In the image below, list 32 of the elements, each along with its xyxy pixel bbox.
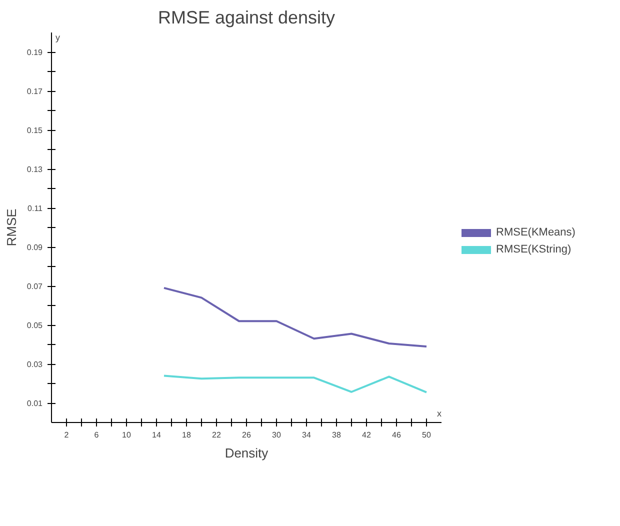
- y-tick-label: 0.09: [26, 243, 44, 252]
- chart-title: RMSE against density: [158, 8, 336, 28]
- y-tick-label: 0.03: [26, 360, 44, 369]
- x-tick-label: 42: [362, 430, 372, 440]
- y-tick-label: 0.05: [26, 321, 44, 330]
- annotation: x: [437, 408, 442, 418]
- legend-label: RMSE(KMeans): [496, 226, 576, 238]
- x-tick-label: 46: [392, 430, 402, 440]
- y-axis-title: RMSE: [4, 208, 19, 246]
- annotation: y: [56, 32, 60, 42]
- x-axis-title: Density: [224, 446, 269, 460]
- y-tick-label: 0.01: [26, 399, 44, 408]
- y-tick-label: 0.07: [26, 282, 44, 291]
- y-tick-label: 0.19: [26, 48, 44, 57]
- x-tick-label: 30: [272, 430, 282, 440]
- x-tick-label: 38: [332, 430, 342, 440]
- line-series: [163, 286, 428, 348]
- x-tick-label: 50: [422, 430, 432, 440]
- y-tick-label: 0.13: [26, 165, 44, 174]
- y-tick-label: 0.11: [28, 204, 44, 213]
- x-tick-label: 22: [212, 430, 222, 440]
- x-tick-label: 2: [64, 430, 70, 440]
- x-tick-label: 34: [302, 430, 312, 440]
- x-tick-label: 14: [152, 430, 162, 440]
- x-tick-label: 10: [122, 430, 132, 440]
- y-tick-label: 0.17: [26, 87, 44, 96]
- legend-label: RMSE(KString): [496, 243, 572, 255]
- x-tick-label: 18: [182, 430, 192, 440]
- line-series: [163, 374, 428, 394]
- y-tick-label: 0.15: [26, 126, 44, 135]
- x-tick-label: 26: [242, 430, 252, 440]
- x-tick-label: 6: [94, 430, 100, 440]
